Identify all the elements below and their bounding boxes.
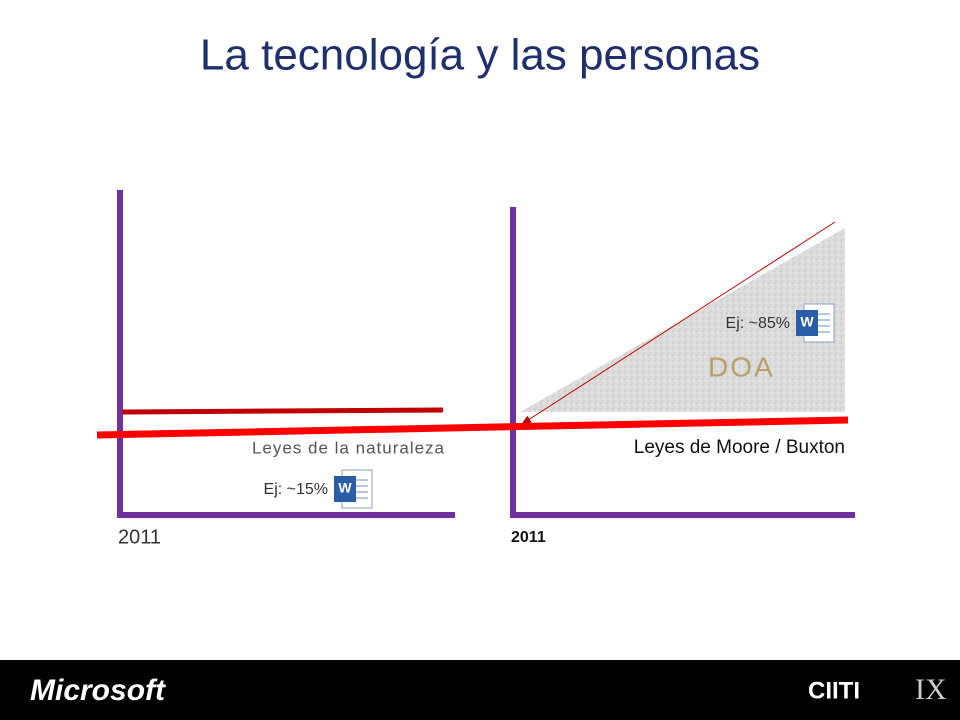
microsoft-logo: Microsoft	[30, 674, 167, 707]
ix-logo: IX	[915, 673, 947, 706]
year: 2011	[511, 529, 546, 546]
word-icon	[333, 469, 373, 509]
ciiti-logo: CIITI	[808, 677, 860, 704]
title: La tecnología y las personas	[200, 31, 760, 80]
curve-label: Leyes de Moore / Buxton	[634, 437, 845, 458]
nature-line	[121, 407, 444, 415]
axes	[117, 190, 455, 518]
curve-label: Leyes de la naturaleza	[252, 438, 445, 457]
axes	[510, 207, 855, 518]
footer-bar	[0, 660, 960, 720]
moore-line	[521, 221, 836, 425]
area-label: DOA	[708, 351, 775, 382]
threshold-line	[96, 416, 849, 439]
right-panel: Ej: ~85% DOA Leyes de Moore / Buxton 201…	[510, 207, 855, 546]
example: Ej: ~15%	[264, 481, 328, 498]
left-panel: Leyes de la naturaleza Ej: ~15% 2011	[117, 190, 455, 548]
example: Ej: ~85%	[726, 315, 790, 332]
year: 2011	[118, 526, 161, 548]
